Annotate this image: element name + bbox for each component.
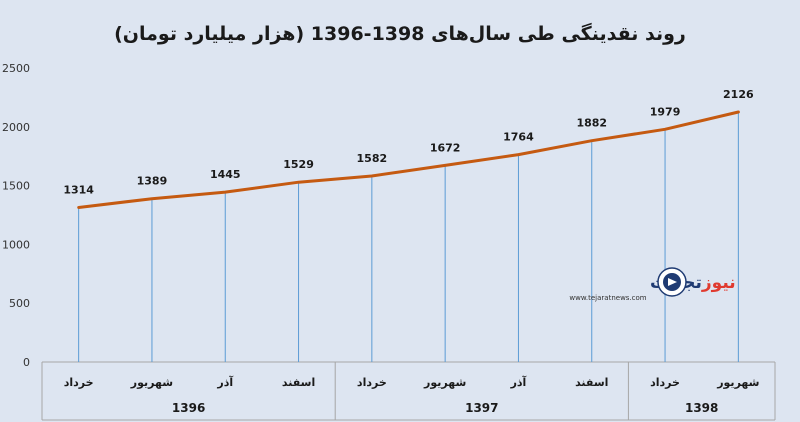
y-tick-label: 2000 — [2, 121, 30, 134]
brand-url: www.tejaratnews.com — [569, 294, 646, 302]
x-tick-label: شهریور — [716, 376, 759, 389]
y-tick-label: 1500 — [2, 180, 30, 193]
drop-lines — [78, 111, 739, 362]
x-tick-label: اسفند — [575, 376, 608, 389]
x-tick-label: خرداد — [650, 376, 680, 389]
brand-logo-icon — [657, 267, 687, 297]
data-label: 1979 — [650, 105, 681, 118]
x-tick-label: آذر — [510, 375, 527, 389]
y-tick-label: 2500 — [2, 62, 30, 75]
brand-watermark: نیوزتجارت www.tejaratnews.com — [569, 267, 736, 302]
data-label: 1529 — [283, 158, 314, 171]
series-line-path — [77, 110, 740, 209]
data-label: 1882 — [576, 117, 607, 130]
group-label: 1398 — [685, 401, 718, 415]
y-tick-label: 0 — [23, 356, 30, 369]
data-label: 1672 — [430, 141, 461, 154]
x-tick-label: خرداد — [64, 376, 94, 389]
group-label: 1396 — [172, 401, 205, 415]
x-tick-label: آذر — [216, 375, 233, 389]
group-label: 1397 — [465, 401, 498, 415]
data-label: 1445 — [210, 168, 241, 181]
data-label: 1389 — [137, 175, 168, 188]
axes: 0 500 1000 1500 2000 2500 خرداد شهریور آذر اسفند خ… — [2, 62, 776, 421]
x-tick-label: شهریور — [130, 376, 173, 389]
x-tick-label: خرداد — [357, 376, 387, 389]
data-label: 1764 — [503, 131, 534, 144]
y-tick-label: 500 — [9, 297, 30, 310]
data-label: 1314 — [63, 183, 94, 196]
y-tick-label: 1000 — [2, 238, 30, 251]
x-tick-label: شهریور — [423, 376, 466, 389]
chart-title: روند نقدینگی طی سال‌های 1398-1396 (هزار … — [114, 22, 686, 45]
brand-name-accent: نیوز — [701, 273, 736, 293]
series-line — [77, 110, 740, 209]
data-label: 1582 — [357, 152, 388, 165]
data-label: 2126 — [723, 88, 754, 101]
data-labels: 1314 1389 1445 1529 1582 1672 1764 1882 1979 2126 — [63, 88, 754, 196]
x-tick-label: اسفند — [282, 376, 315, 389]
